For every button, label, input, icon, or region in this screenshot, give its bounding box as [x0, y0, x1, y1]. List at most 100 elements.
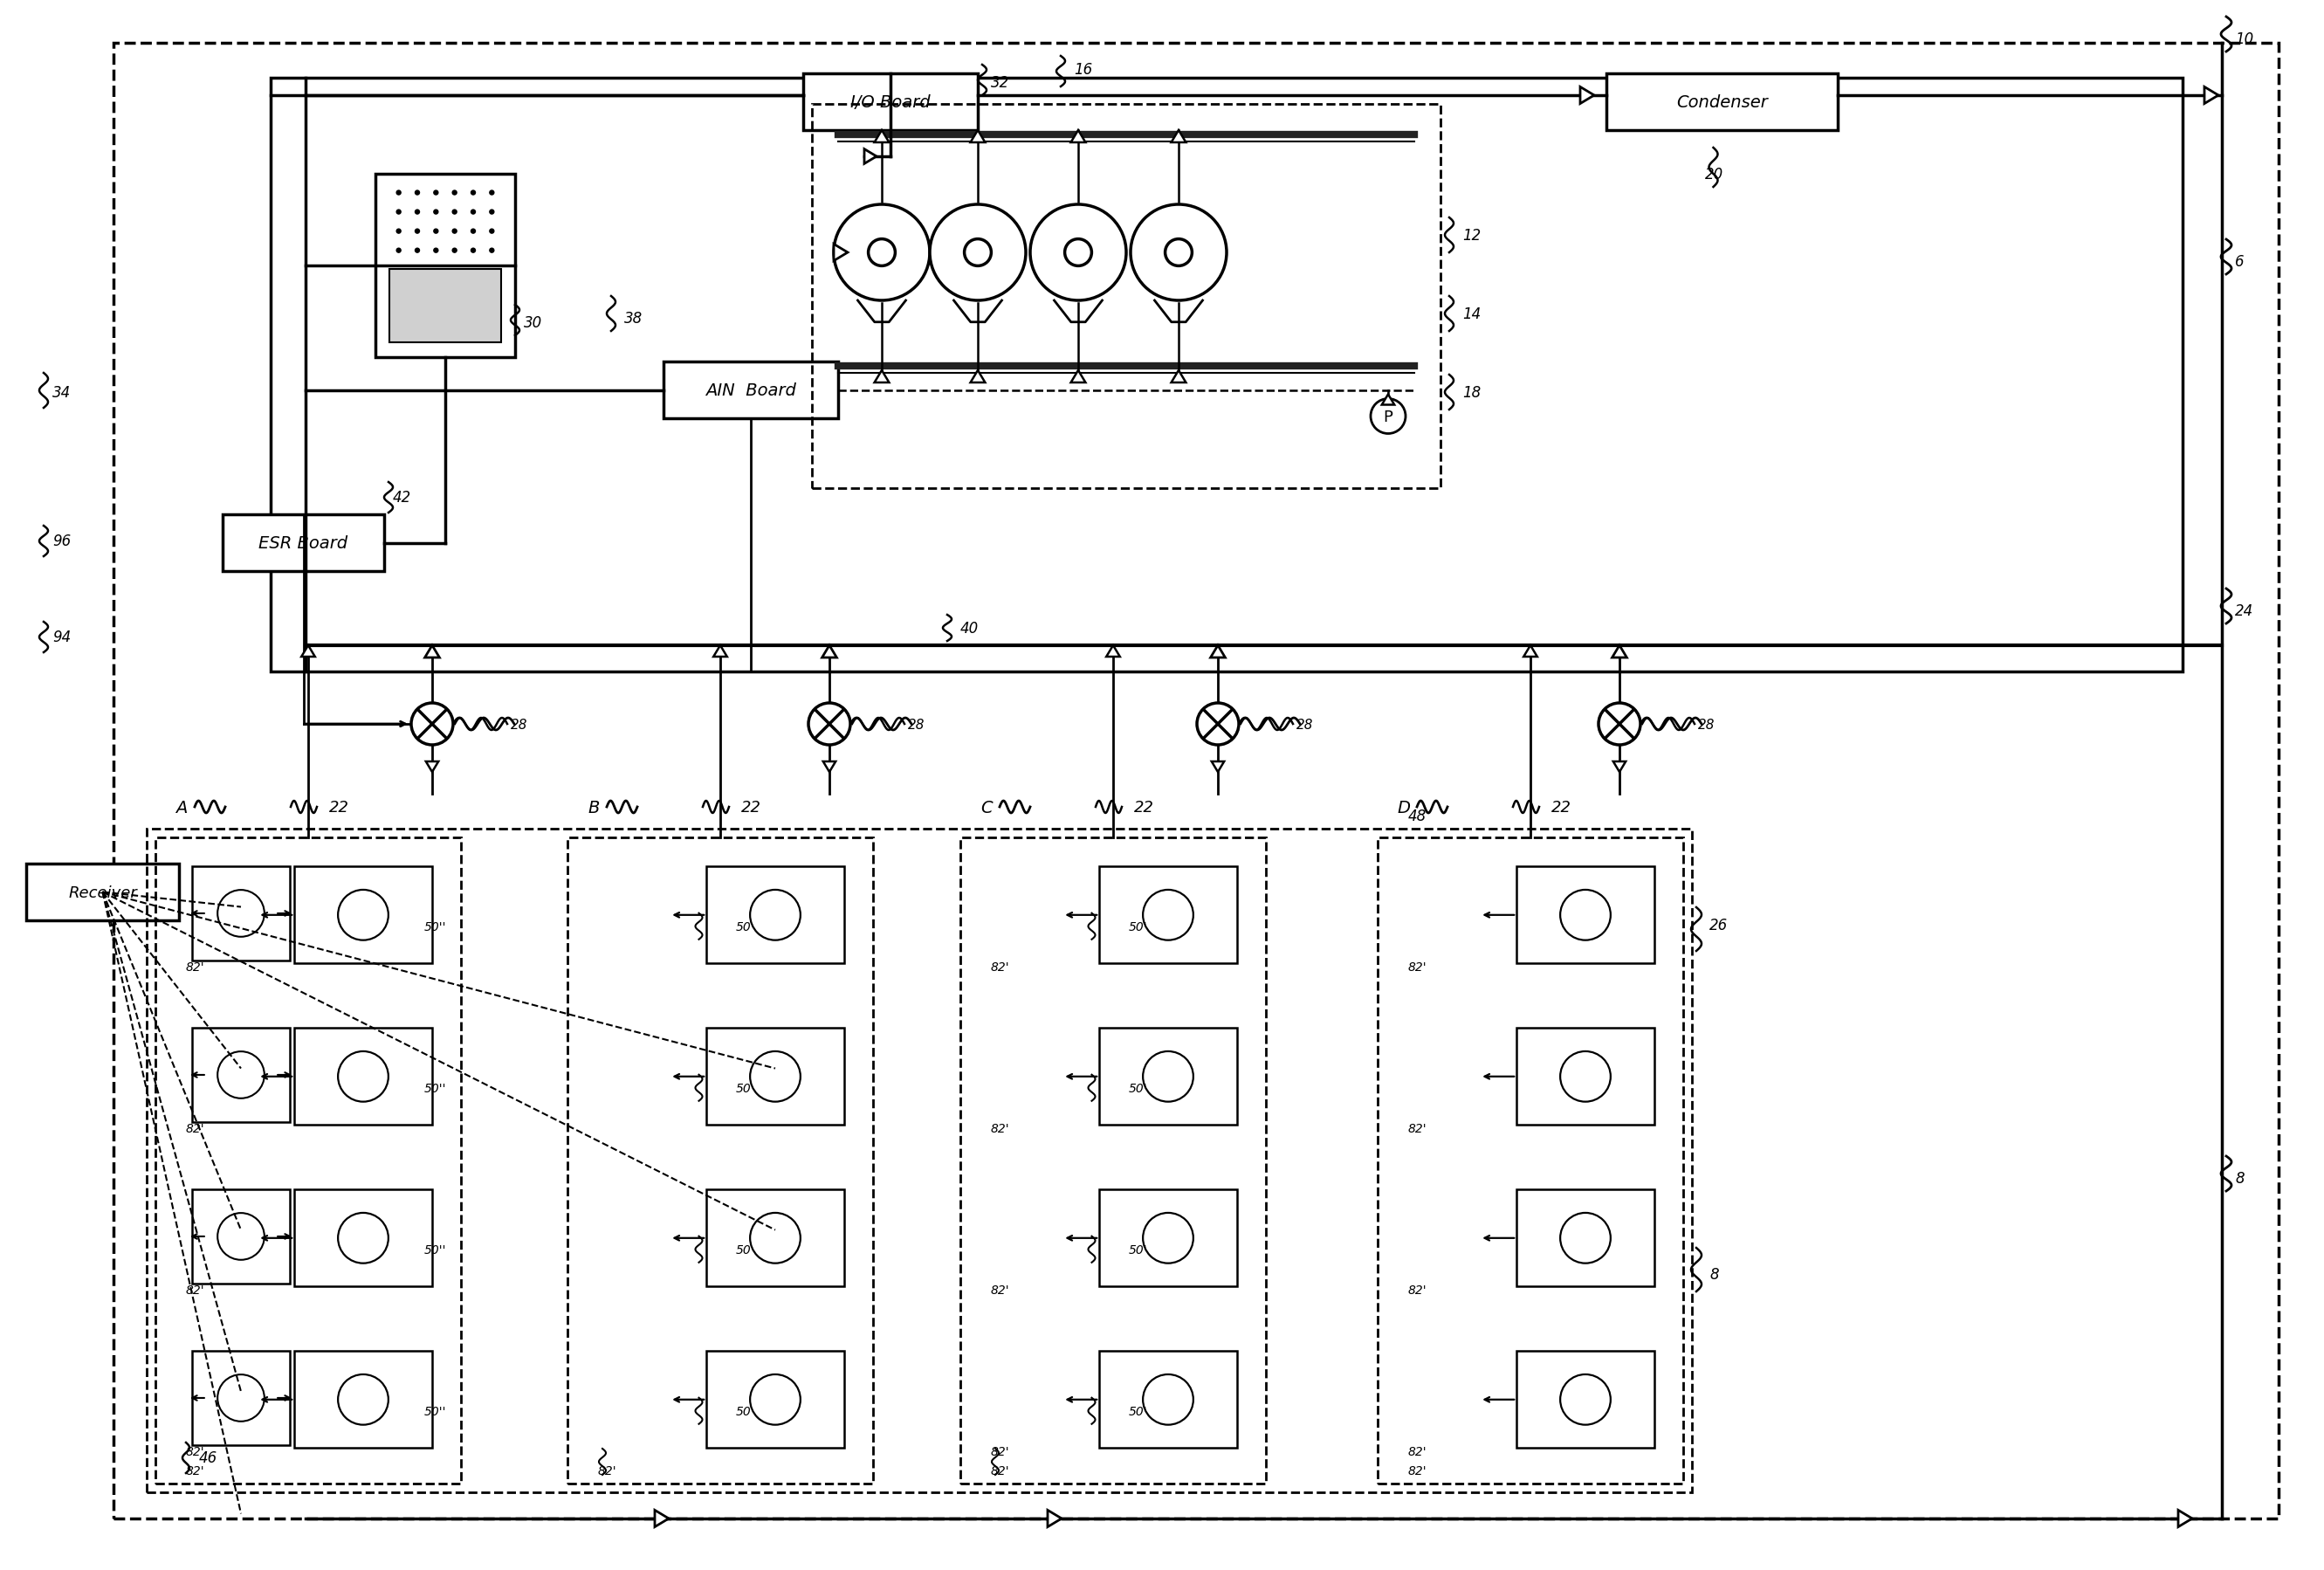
Circle shape — [397, 210, 400, 215]
Bar — [662, 363, 839, 419]
Text: 50: 50 — [734, 1082, 751, 1094]
Text: 12: 12 — [1462, 228, 1480, 243]
Circle shape — [490, 210, 495, 215]
Circle shape — [453, 250, 458, 253]
Bar — [193, 1352, 290, 1444]
Bar — [295, 867, 432, 964]
Text: 94: 94 — [53, 630, 72, 645]
Bar — [156, 838, 460, 1484]
Text: 10: 10 — [2236, 31, 2254, 47]
Polygon shape — [971, 371, 985, 383]
Text: 50': 50' — [1129, 1405, 1148, 1418]
Text: 50': 50' — [1129, 1082, 1148, 1094]
Polygon shape — [1071, 371, 1085, 383]
Circle shape — [397, 229, 400, 234]
Circle shape — [472, 229, 476, 234]
Bar — [706, 867, 844, 964]
Polygon shape — [874, 130, 890, 143]
Bar — [960, 838, 1267, 1484]
Bar — [193, 1190, 290, 1283]
Polygon shape — [425, 761, 439, 772]
Circle shape — [416, 192, 421, 196]
Polygon shape — [823, 645, 837, 658]
Polygon shape — [1211, 645, 1225, 658]
Text: 82': 82' — [990, 1284, 1009, 1295]
Text: 46: 46 — [200, 1449, 218, 1465]
Bar — [26, 864, 179, 920]
Polygon shape — [302, 645, 316, 658]
Circle shape — [1197, 703, 1239, 746]
Text: 82': 82' — [186, 1284, 205, 1295]
Polygon shape — [1171, 130, 1185, 143]
Text: 42: 42 — [393, 490, 411, 506]
Text: 28: 28 — [1699, 717, 1715, 732]
Circle shape — [397, 192, 400, 196]
Bar — [376, 174, 516, 358]
Circle shape — [435, 250, 439, 253]
Bar — [1378, 838, 1683, 1484]
Circle shape — [964, 240, 992, 267]
Text: 40: 40 — [960, 620, 978, 636]
Text: 50: 50 — [734, 1243, 751, 1256]
Bar — [1518, 867, 1655, 964]
Circle shape — [1030, 206, 1127, 301]
Bar — [804, 74, 978, 130]
Bar — [295, 1352, 432, 1448]
Bar — [193, 867, 290, 961]
Text: 50'': 50'' — [425, 1243, 446, 1256]
Text: 82': 82' — [1408, 1123, 1427, 1135]
Text: D: D — [1397, 799, 1411, 815]
Text: 82': 82' — [186, 1123, 205, 1135]
Bar — [1518, 1190, 1655, 1287]
Polygon shape — [971, 130, 985, 143]
Bar — [223, 515, 383, 571]
Circle shape — [411, 703, 453, 746]
Circle shape — [435, 192, 439, 196]
Text: 82': 82' — [186, 1446, 205, 1457]
Text: ESR Board: ESR Board — [258, 535, 349, 551]
Text: 96: 96 — [53, 534, 72, 550]
Text: 16: 16 — [1074, 61, 1092, 77]
Text: AIN  Board: AIN Board — [706, 382, 797, 399]
Circle shape — [435, 229, 439, 234]
Polygon shape — [834, 245, 848, 262]
Text: 48: 48 — [1408, 809, 1427, 824]
Text: 22: 22 — [1134, 799, 1153, 815]
Bar — [295, 1028, 432, 1126]
Polygon shape — [655, 1510, 669, 1528]
Circle shape — [1064, 240, 1092, 267]
Polygon shape — [1613, 761, 1627, 772]
Text: P: P — [1383, 408, 1392, 424]
Polygon shape — [1048, 1510, 1062, 1528]
Text: 26: 26 — [1710, 917, 1729, 933]
Bar — [1099, 867, 1236, 964]
Text: 6: 6 — [2236, 254, 2245, 270]
Circle shape — [809, 703, 851, 746]
Polygon shape — [2178, 1510, 2192, 1528]
Circle shape — [490, 250, 495, 253]
Circle shape — [453, 192, 458, 196]
Text: 50'': 50'' — [425, 1082, 446, 1094]
Bar — [1099, 1028, 1236, 1126]
Circle shape — [472, 250, 476, 253]
Circle shape — [1164, 240, 1192, 267]
Circle shape — [416, 229, 421, 234]
Text: Condenser: Condenser — [1676, 94, 1769, 111]
Text: B: B — [588, 799, 600, 815]
Circle shape — [834, 206, 930, 301]
Polygon shape — [823, 761, 837, 772]
Text: A: A — [177, 799, 188, 815]
Text: 82': 82' — [1408, 1284, 1427, 1295]
Circle shape — [453, 229, 458, 234]
Text: 50: 50 — [734, 920, 751, 933]
Text: I/O Board: I/O Board — [851, 94, 930, 111]
Bar — [270, 78, 2182, 672]
Text: 22: 22 — [328, 799, 349, 815]
Circle shape — [397, 250, 400, 253]
Bar — [390, 270, 502, 344]
Text: 82': 82' — [1408, 1465, 1427, 1477]
Text: 14: 14 — [1462, 306, 1480, 322]
Bar — [811, 105, 1441, 488]
Text: 82': 82' — [1408, 961, 1427, 973]
Polygon shape — [1383, 396, 1394, 405]
